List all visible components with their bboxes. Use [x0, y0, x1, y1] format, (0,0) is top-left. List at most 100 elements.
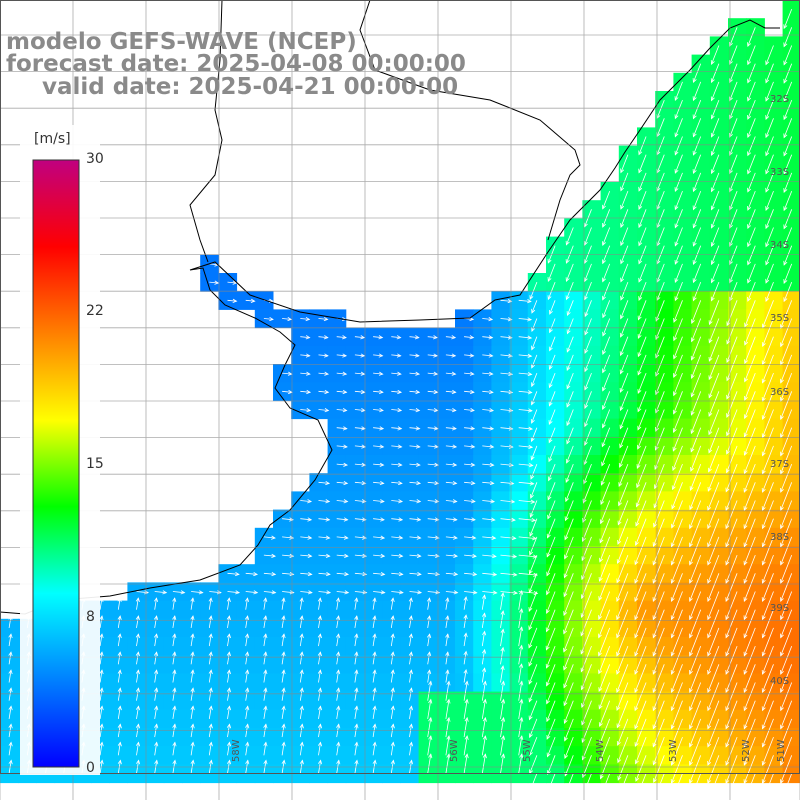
wind-arrow — [743, 536, 756, 565]
wind-arrow-head — [519, 735, 524, 741]
wind-arrow-head — [99, 615, 104, 621]
wind-arrow-head — [372, 669, 377, 675]
wind-cell — [291, 618, 310, 638]
wind-arrow-head — [172, 651, 177, 657]
wind-arrow — [566, 445, 574, 464]
wind-cell — [254, 618, 274, 638]
wind-arrow — [518, 372, 532, 375]
wind-arrow-head — [598, 687, 603, 692]
wind-arrow-head — [235, 590, 241, 595]
wind-arrow — [689, 700, 702, 729]
wind-arrow — [547, 263, 556, 282]
wind-arrow — [318, 500, 330, 502]
wind-arrow — [318, 554, 330, 557]
wind-arrow-head — [317, 687, 322, 693]
wind-arrow-head — [582, 517, 587, 523]
wind-arrow-head — [674, 241, 679, 247]
wind-arrow-head — [638, 277, 643, 283]
wind-arrow-head — [453, 572, 459, 577]
wind-arrow-head — [761, 578, 766, 584]
wind-arrow-head — [617, 520, 622, 526]
wind-arrow — [354, 481, 366, 484]
wind-arrow-head — [433, 353, 439, 358]
wind-arrow-head — [692, 223, 697, 229]
wind-arrow — [427, 754, 432, 774]
wind-arrow — [566, 336, 574, 353]
wind-arrow — [518, 500, 535, 503]
wind-cell — [273, 746, 292, 765]
wind-arrow-head — [299, 615, 304, 621]
wind-arrow — [762, 372, 774, 402]
wind-arrow-head — [396, 353, 402, 358]
wind-arrow-head — [208, 705, 213, 711]
wind-cell — [218, 691, 238, 711]
wind-arrow — [689, 482, 702, 510]
wind-arrow-head — [673, 317, 678, 323]
wind-arrow — [636, 463, 647, 488]
wind-cell — [218, 728, 238, 747]
wind-arrow — [620, 300, 629, 319]
wind-arrow — [691, 300, 702, 324]
wind-arrow-head — [548, 457, 553, 463]
wind-arrow — [744, 427, 756, 456]
wind-arrow — [652, 554, 665, 584]
wind-arrow — [762, 682, 774, 711]
wind-arrow — [299, 706, 303, 719]
wind-arrow-head — [519, 680, 524, 686]
wind-arrow — [691, 391, 702, 416]
wind-arrow — [652, 536, 665, 565]
wind-arrow — [638, 227, 647, 246]
wind-arrow — [598, 573, 611, 601]
wind-arrow-head — [725, 487, 730, 493]
wind-arrow — [518, 390, 532, 393]
wind-arrow-head — [453, 535, 458, 540]
wind-arrow-head — [463, 668, 468, 674]
wind-arrow — [354, 572, 367, 575]
wind-arrow-head — [464, 698, 469, 704]
wind-arrow-head — [281, 651, 286, 657]
wind-arrow — [762, 736, 774, 766]
wind-arrow-head — [710, 60, 715, 65]
wind-arrow — [208, 616, 212, 628]
wind-arrow — [299, 742, 303, 756]
wind-arrow-head — [287, 316, 293, 322]
wind-arrow — [464, 372, 474, 375]
wind-arrow — [729, 136, 738, 156]
wind-arrow — [725, 518, 738, 547]
wind-arrow — [481, 681, 486, 701]
wind-arrow-head — [489, 426, 495, 431]
wind-arrow — [747, 45, 756, 65]
wind-arrow — [673, 391, 683, 414]
wind-arrow-head — [707, 597, 712, 603]
wind-cell — [491, 600, 511, 620]
wind-arrow — [689, 554, 702, 584]
wind-arrow — [482, 536, 496, 539]
wind-arrow — [336, 463, 348, 466]
wind-arrow-head — [780, 342, 784, 348]
wind-arrow-head — [153, 615, 159, 621]
wind-arrow-head — [533, 572, 539, 577]
wind-cell — [182, 728, 201, 747]
wind-arrow-head — [336, 705, 341, 711]
wind-arrow — [653, 500, 665, 528]
wind-arrow-head — [692, 241, 697, 247]
wind-cell — [182, 655, 201, 674]
wind-arrow-head — [488, 353, 494, 358]
wind-arrow-head — [765, 206, 770, 211]
wind-arrow — [783, 8, 793, 29]
wind-arrow — [602, 336, 611, 355]
wind-arrow — [500, 554, 517, 558]
wind-arrow — [500, 372, 513, 375]
wind-arrow-head — [580, 685, 585, 691]
wind-arrow-head — [281, 705, 286, 711]
wind-arrow-head — [566, 439, 571, 445]
wind-arrow-head — [528, 679, 533, 685]
wind-arrow — [780, 718, 793, 747]
wind-arrow — [637, 409, 647, 430]
wind-arrow-head — [511, 517, 516, 522]
wind-arrow — [652, 609, 665, 638]
wind-arrow — [689, 591, 702, 620]
wind-arrow-head — [446, 680, 451, 686]
wind-arrow — [743, 645, 756, 675]
